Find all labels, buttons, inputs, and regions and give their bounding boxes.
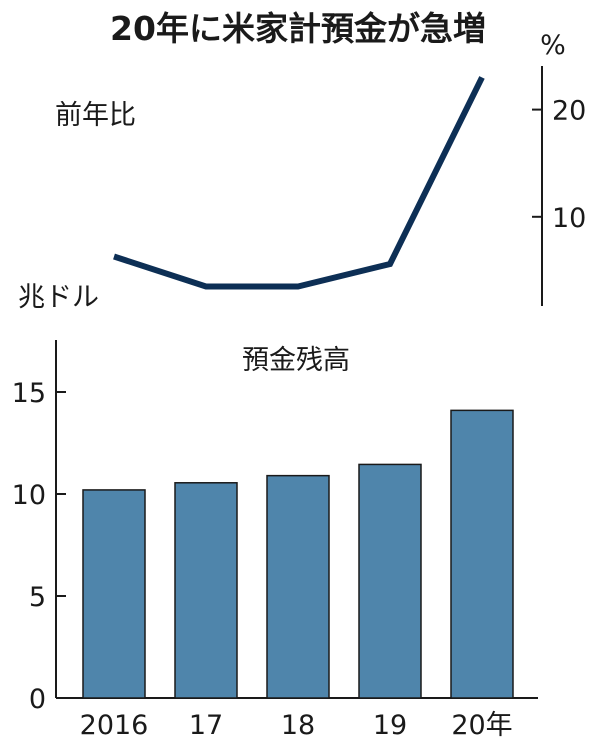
chart-title: 20年に米家計預金が急増 (110, 9, 486, 48)
bar-y-ticks: 0 5 10 15 (12, 378, 66, 715)
bar-y-tick-label: 0 (29, 684, 46, 715)
bar-unit-label: 兆ドル (18, 282, 99, 313)
deposit-bar-chart: 兆ドル 預金残高 0 5 10 15 2016 17 18 19 20年 (12, 282, 538, 741)
line-unit-label: % (540, 30, 566, 61)
bar-3 (358, 463, 422, 699)
bars (82, 409, 514, 699)
yoy-series-line (113, 76, 485, 290)
bar-x-tick-label: 20年 (451, 710, 512, 741)
bar-1 (174, 482, 238, 699)
bar-y-tick-label: 10 (12, 480, 46, 511)
bar-4 (450, 409, 514, 699)
yoy-line-chart: % 前年比 10 20 (55, 30, 586, 306)
bar-x-tick-labels: 2016 17 18 19 20年 (80, 710, 513, 741)
bar-x-tick-label: 17 (189, 710, 223, 741)
bar-y-tick-label: 15 (12, 378, 46, 409)
bar-0 (82, 489, 146, 699)
bar-y-tick-label: 5 (29, 582, 46, 613)
line-y-tick-label: 10 (552, 203, 586, 234)
line-y-tick-label: 20 (552, 96, 586, 127)
bar-x-tick-label: 2016 (80, 710, 149, 741)
line-series-label: 前年比 (55, 100, 136, 131)
bar-chart-title: 預金残高 (242, 345, 350, 376)
bar-x-tick-label: 18 (281, 710, 315, 741)
bar-2 (266, 474, 330, 699)
bar-x-tick-label: 19 (373, 710, 407, 741)
line-y-ticks: 10 20 (532, 96, 586, 234)
